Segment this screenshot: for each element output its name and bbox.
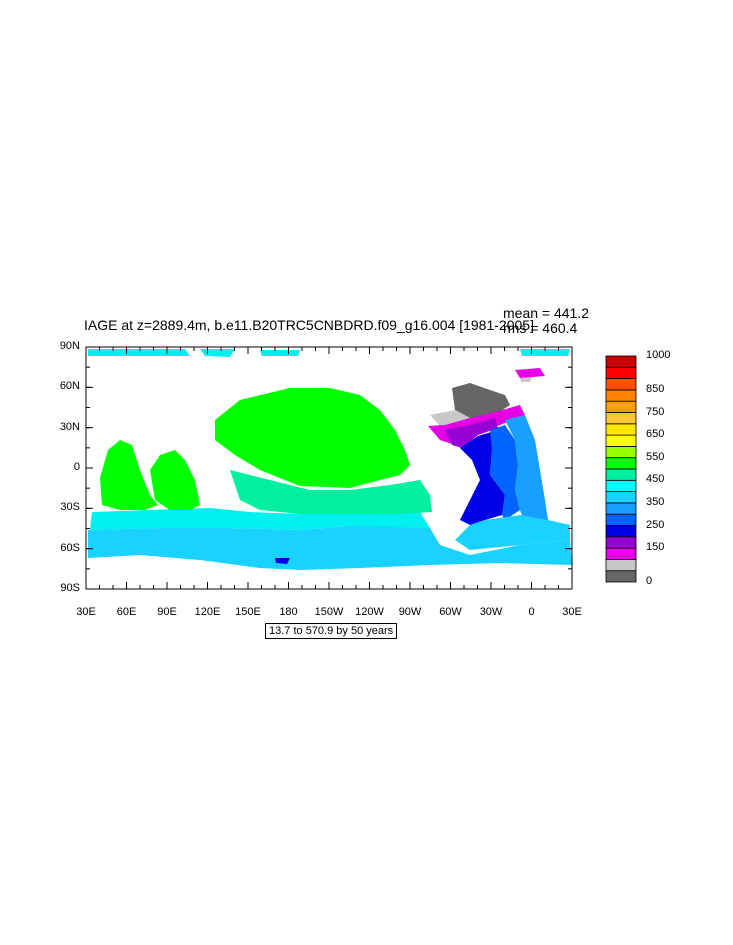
colorbar-label: 150 <box>646 541 665 554</box>
x-tick-label: 180 <box>279 606 298 618</box>
colorbar-box <box>605 378 637 391</box>
colorbar-box <box>605 400 637 413</box>
colorbar-box <box>605 389 637 402</box>
region-southern-ocean <box>88 526 572 570</box>
y-tick-label: 30S <box>60 501 80 514</box>
mean-stat: mean = 441.2 <box>503 305 590 321</box>
region-atlantic-east <box>505 415 548 525</box>
region-atlantic-dwbc <box>460 430 505 525</box>
colorbar-box <box>605 355 637 368</box>
contour-info-box: 13.7 to 570.9 by 50 years <box>265 623 398 639</box>
colorbar-box <box>605 513 637 526</box>
colorbar-box <box>605 491 637 504</box>
colorbar-box <box>605 525 637 538</box>
region-indian-ocean <box>100 440 158 510</box>
y-tick-label: 90N <box>59 340 80 352</box>
x-tick-label: 60W <box>439 606 462 618</box>
region-north-atlantic-grey <box>452 383 510 418</box>
x-tick-label: 150W <box>314 606 344 618</box>
colorbar <box>605 355 637 583</box>
colorbar-label: 750 <box>646 405 665 418</box>
region-north-pacific <box>215 388 410 488</box>
region-mediterranean-patch <box>515 368 545 378</box>
x-tick-label: 30E <box>562 606 582 618</box>
colorbar-box <box>605 423 637 436</box>
x-tick-label: 30W <box>479 606 503 618</box>
y-tick-label: 30N <box>59 420 80 433</box>
colorbar-box <box>605 412 637 425</box>
colorbar-box <box>605 434 637 447</box>
ocean-field <box>88 349 572 570</box>
rms-stat: rms = 460.4 <box>503 320 578 336</box>
colorbar-box <box>605 559 637 572</box>
colorbar-box <box>605 536 637 549</box>
colorbar-label: 250 <box>646 518 665 531</box>
region-atlantic-blue <box>490 425 520 520</box>
x-tick-label: 90E <box>157 606 177 618</box>
colorbar-label: 350 <box>646 495 665 508</box>
chart-title: IAGE at z=2889.4m, b.e11.B20TRC5CNBDRD.f… <box>84 317 534 333</box>
x-tick-label: 90W <box>398 606 422 618</box>
colorbar-box <box>605 366 637 379</box>
colorbar-label: 450 <box>646 473 665 486</box>
x-tick-label: 60E <box>116 606 137 618</box>
colorbar-box <box>605 547 637 560</box>
colorbar-box <box>605 457 637 470</box>
colorbar-box <box>605 468 637 481</box>
colorbar-label: 850 <box>646 382 665 395</box>
colorbar-label: 1000 <box>646 349 671 361</box>
region-ross-sea <box>275 558 290 564</box>
x-tick-label: 120W <box>355 606 384 618</box>
x-tick-label: 0 <box>528 606 535 618</box>
colorbar-label: 550 <box>646 450 665 463</box>
y-tick-label: 0 <box>73 461 80 473</box>
x-tick-label: 120E <box>194 606 221 618</box>
y-tick-label: 60S <box>60 541 80 554</box>
axis-ticks <box>85 346 573 590</box>
x-tick-label: 30E <box>76 606 96 618</box>
colorbar-box <box>605 502 637 515</box>
colorbar-label: 0 <box>646 575 653 587</box>
y-tick-label: 90S <box>60 582 80 594</box>
colorbar-box <box>605 570 637 583</box>
region-atlantic-purple <box>445 418 498 448</box>
colorbar-box <box>605 479 637 492</box>
x-tick-label: 150E <box>235 606 261 618</box>
colorbar-box <box>605 445 637 459</box>
colorbar-label: 650 <box>646 428 665 441</box>
region-indian-ocean-east <box>150 450 200 510</box>
region-south-pacific <box>230 470 432 514</box>
region-small-grey <box>520 377 532 382</box>
y-tick-label: 60N <box>59 380 80 393</box>
region-arctic <box>88 349 570 357</box>
region-south-atlantic <box>455 515 570 550</box>
